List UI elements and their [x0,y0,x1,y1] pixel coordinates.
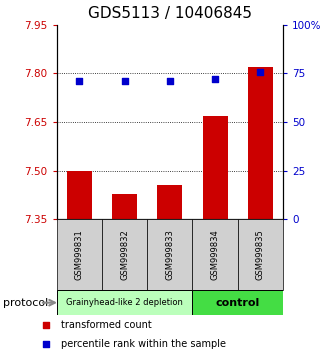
Bar [112,194,137,219]
Title: GDS5113 / 10406845: GDS5113 / 10406845 [88,6,252,21]
Bar [147,219,192,290]
Text: protocol: protocol [3,298,49,308]
Text: GSM999832: GSM999832 [120,229,129,280]
Bar [57,219,102,290]
Text: percentile rank within the sample: percentile rank within the sample [61,339,226,349]
Text: GSM999831: GSM999831 [75,229,84,280]
Text: GSM999834: GSM999834 [210,229,220,280]
Point [212,76,218,82]
Text: GSM999833: GSM999833 [165,229,174,280]
Bar [57,290,192,315]
Text: control: control [216,298,260,308]
Bar [192,219,238,290]
Point [122,78,127,84]
Text: Grainyhead-like 2 depletion: Grainyhead-like 2 depletion [66,298,183,307]
Text: transformed count: transformed count [61,320,152,330]
Point [43,341,49,347]
Bar [192,290,283,315]
Bar [158,185,182,219]
Point [258,69,263,74]
Bar [67,171,92,219]
Bar [248,67,273,219]
Point [167,78,172,84]
Text: GSM999835: GSM999835 [256,229,265,280]
Bar [203,116,227,219]
Bar [102,219,147,290]
Point [43,322,49,328]
Point [77,78,82,84]
Bar [238,219,283,290]
